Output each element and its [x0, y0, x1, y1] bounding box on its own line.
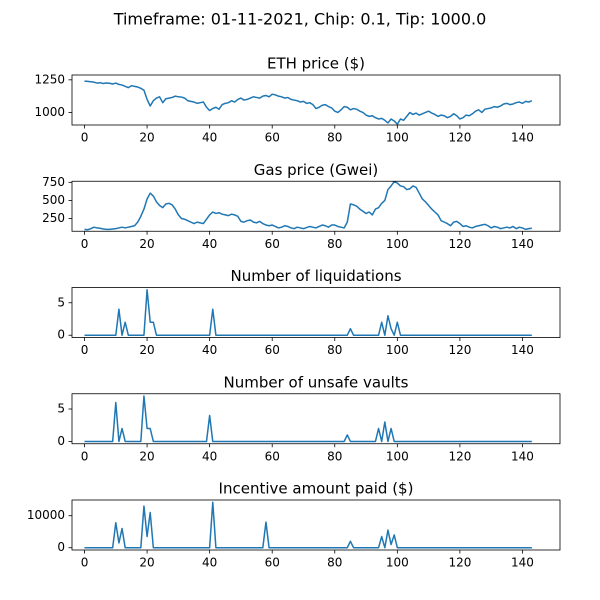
y-tick-label: 5	[57, 295, 65, 309]
x-tick-label: 60	[265, 237, 280, 251]
x-tick-label: 0	[81, 449, 89, 463]
x-tick-label: 140	[511, 343, 534, 357]
subplot-title: Incentive amount paid ($)	[219, 480, 414, 498]
x-tick-label: 0	[81, 131, 89, 145]
y-tick-label: 10000	[27, 508, 65, 522]
line	[84, 501, 532, 549]
x-tick-label: 0	[81, 343, 89, 357]
x-tick-label: 120	[448, 237, 471, 251]
y-tick-label: 750	[42, 175, 65, 189]
x-tick-label: 20	[139, 449, 154, 463]
axes-frame	[71, 287, 561, 338]
line	[84, 80, 533, 125]
x-tick-label: 100	[386, 556, 409, 570]
line	[84, 180, 532, 231]
x-tick-label: 120	[448, 556, 471, 570]
x-tick-label: 60	[265, 556, 280, 570]
y-tick-label: 500	[42, 193, 65, 207]
x-tick-label: 40	[202, 343, 217, 357]
subplot-title: ETH price ($)	[267, 55, 365, 73]
x-tick-label: 80	[327, 343, 342, 357]
x-tick-label: 140	[511, 556, 534, 570]
x-tick-label: 140	[511, 131, 534, 145]
x-tick-label: 40	[202, 556, 217, 570]
y-tick-label: 1000	[34, 105, 65, 119]
x-tick-label: 120	[448, 343, 471, 357]
x-tick-label: 20	[139, 131, 154, 145]
x-tick-label: 140	[511, 449, 534, 463]
x-tick-label: 120	[448, 131, 471, 145]
x-tick-label: 80	[327, 449, 342, 463]
x-tick-label: 100	[386, 131, 409, 145]
x-tick-label: 20	[139, 237, 154, 251]
x-tick-label: 0	[81, 556, 89, 570]
y-tick-label: 0	[57, 540, 65, 554]
x-tick-label: 100	[386, 343, 409, 357]
x-tick-label: 60	[265, 343, 280, 357]
subplot-title: Gas price (Gwei)	[254, 161, 379, 179]
y-tick-label: 1250	[34, 72, 65, 86]
axes-frame	[71, 180, 561, 232]
figure-title: Timeframe: 01-11-2021, Chip: 0.1, Tip: 1…	[113, 10, 487, 29]
y-tick-label: 0	[57, 328, 65, 342]
x-tick-label: 40	[202, 237, 217, 251]
x-tick-label: 100	[386, 237, 409, 251]
x-tick-label: 100	[386, 449, 409, 463]
x-tick-label: 0	[81, 237, 89, 251]
x-tick-label: 80	[327, 556, 342, 570]
x-tick-label: 20	[139, 343, 154, 357]
y-tick-label: 250	[42, 211, 65, 225]
x-tick-label: 80	[327, 131, 342, 145]
y-tick-label: 0	[57, 434, 65, 448]
line	[84, 289, 532, 336]
x-tick-label: 120	[448, 449, 471, 463]
x-tick-label: 80	[327, 237, 342, 251]
subplot-title: Number of liquidations	[230, 267, 401, 285]
x-tick-label: 40	[202, 131, 217, 145]
subplot-title: Number of unsafe vaults	[224, 373, 409, 391]
x-tick-label: 20	[139, 556, 154, 570]
axes-frame	[71, 393, 561, 445]
x-tick-label: 60	[265, 449, 280, 463]
axes-frame	[71, 74, 561, 126]
line	[84, 395, 532, 443]
x-tick-label: 60	[265, 131, 280, 145]
y-tick-label: 5	[57, 402, 65, 416]
x-tick-label: 140	[511, 237, 534, 251]
axes-frame	[71, 499, 561, 551]
x-tick-label: 40	[202, 449, 217, 463]
